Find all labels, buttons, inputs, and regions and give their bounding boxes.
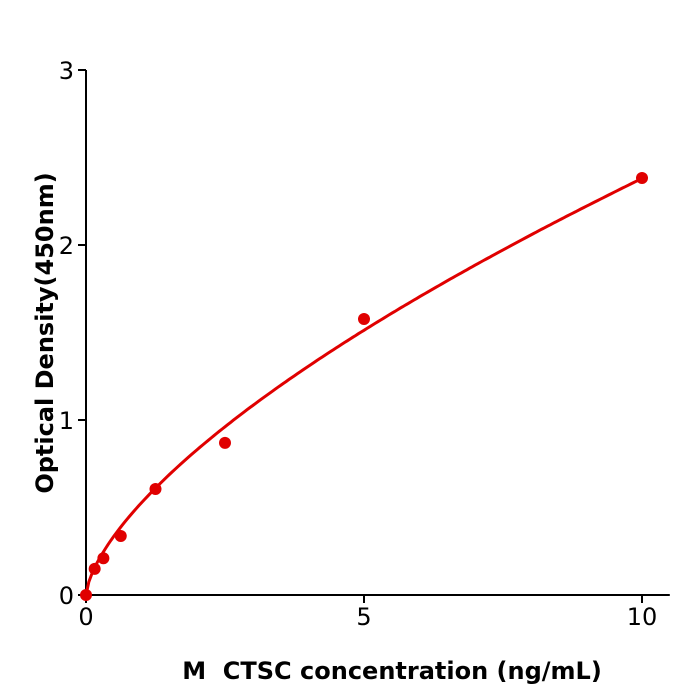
x-tick-label: 5 (356, 603, 371, 631)
data-point (97, 552, 110, 565)
axes: 0 5 10 0 1 2 3 (59, 57, 670, 631)
y-tick-label: 0 (59, 582, 74, 610)
data-point (80, 589, 92, 601)
y-axis-label: Optical Density(450nm) (31, 172, 59, 493)
data-point (636, 171, 648, 184)
x-tick-label: 10 (627, 603, 658, 631)
y-tick-label: 1 (59, 407, 74, 435)
data-point (219, 436, 231, 449)
data-points (80, 171, 648, 601)
x-axis-label: M CTSC concentration (ng/mL) (182, 657, 602, 685)
fit-curve (84, 177, 643, 596)
data-point (358, 313, 370, 326)
data-point (88, 562, 101, 575)
y-tick-label: 3 (59, 57, 74, 85)
data-point (149, 482, 162, 495)
y-tick-label: 2 (59, 232, 74, 260)
data-point (114, 530, 127, 543)
x-tick-label: 0 (78, 603, 93, 631)
